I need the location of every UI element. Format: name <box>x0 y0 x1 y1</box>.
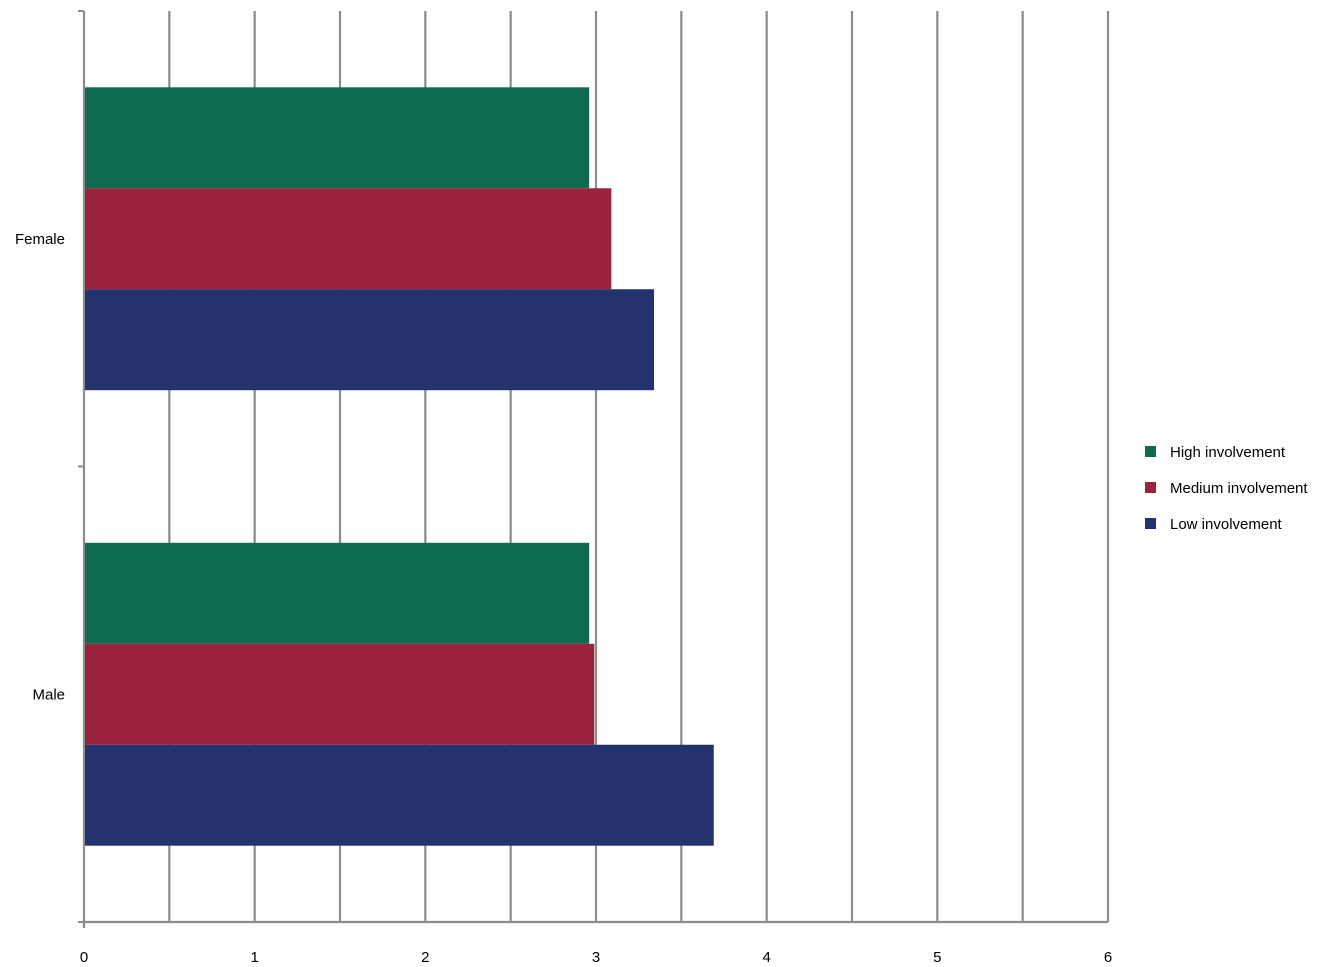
legend-label: Medium involvement <box>1170 480 1308 497</box>
bar-low-involvement-male <box>85 744 714 846</box>
bars <box>85 87 714 846</box>
x-tick-label: 3 <box>592 949 600 966</box>
bar-high-involvement-male <box>85 542 590 644</box>
x-tick-label: 4 <box>762 949 770 966</box>
x-tick-label: 5 <box>933 949 941 966</box>
axis-labels: Female Male 0 1 2 3 4 5 6 <box>15 231 1112 966</box>
bar-medium-involvement-male <box>85 643 595 745</box>
y-tick-label: Female <box>15 231 65 248</box>
y-tick-label: Male <box>32 686 65 703</box>
x-tick-label: 6 <box>1104 949 1112 966</box>
axes <box>78 10 1108 928</box>
legend: High involvement Medium involvement Low in… <box>1145 444 1308 533</box>
legend-label: Low involvement <box>1170 516 1283 533</box>
x-tick-label: 1 <box>250 949 258 966</box>
x-tick-label: 0 <box>80 949 88 966</box>
x-tick-label: 2 <box>421 949 429 966</box>
legend-swatch <box>1145 446 1156 457</box>
bar-medium-involvement-female <box>85 188 612 290</box>
bar-high-involvement-female <box>85 87 590 189</box>
bar-low-involvement-female <box>85 289 655 391</box>
legend-swatch <box>1145 518 1156 529</box>
legend-label: High involvement <box>1170 444 1286 461</box>
legend-swatch <box>1145 482 1156 493</box>
